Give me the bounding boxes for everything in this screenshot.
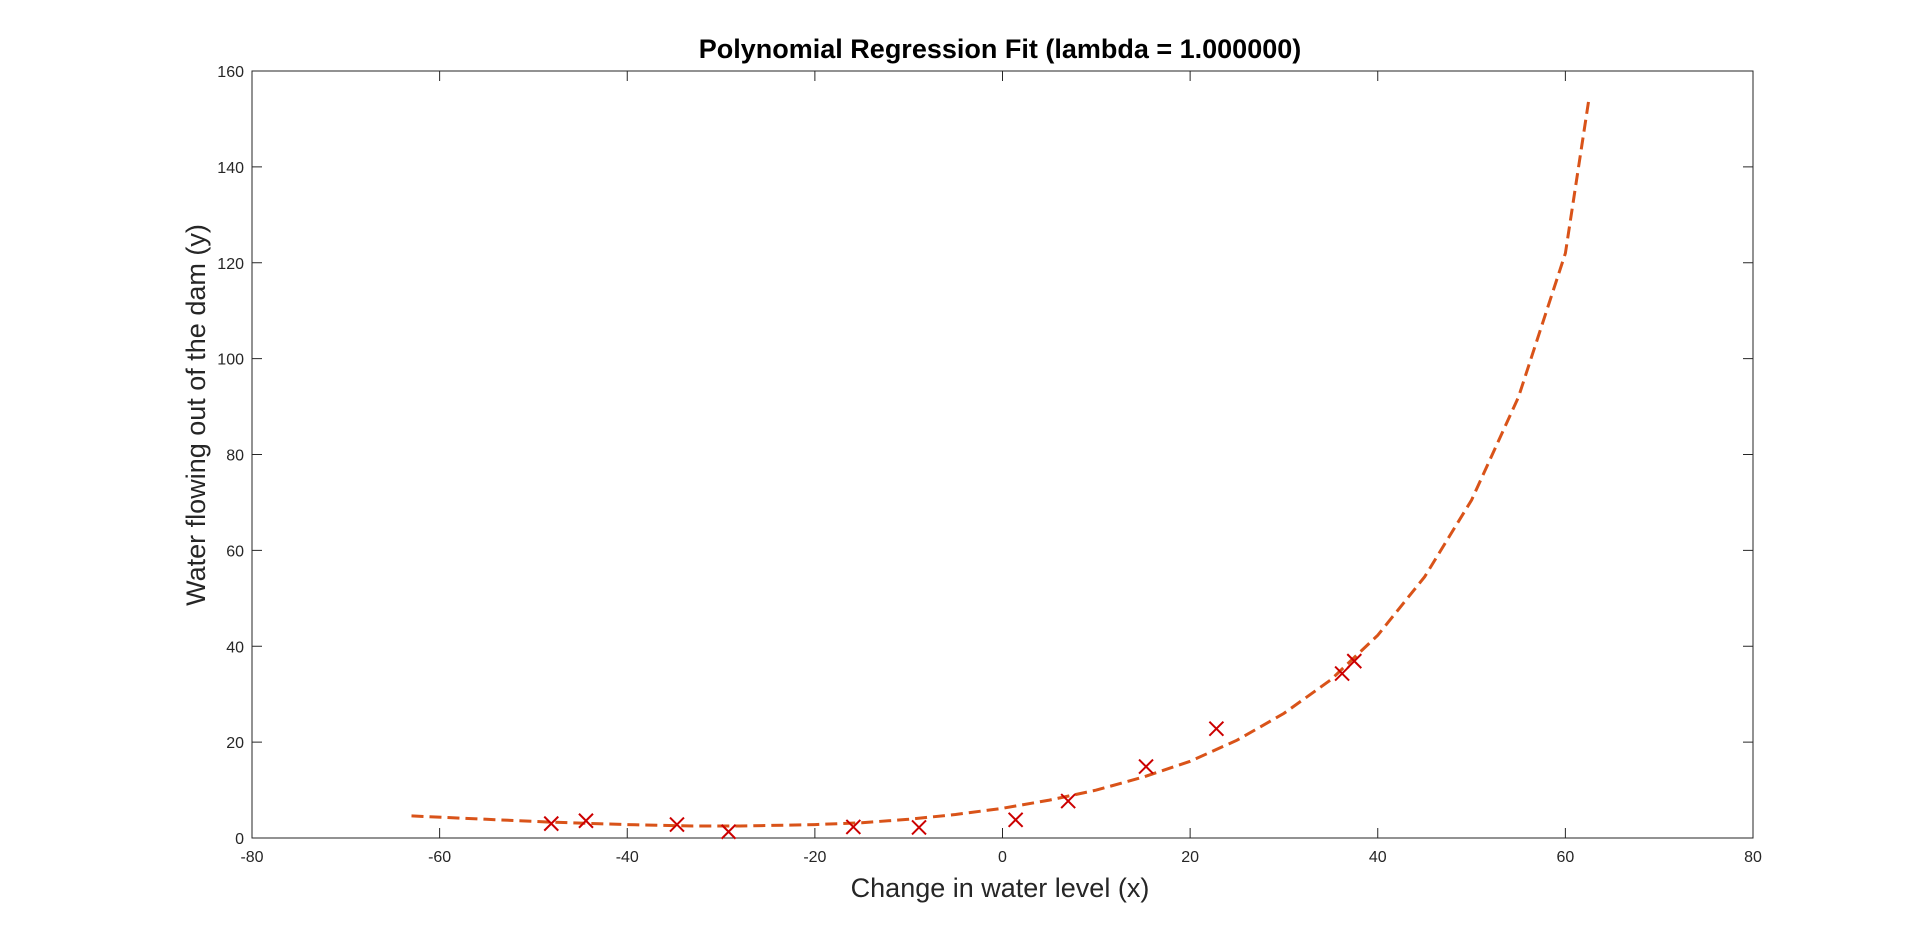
data-point-marker xyxy=(845,819,862,835)
y-tick-label: 20 xyxy=(226,735,244,752)
x-tick-label: -20 xyxy=(803,849,826,866)
y-tick-label: 40 xyxy=(226,639,244,656)
data-point-marker xyxy=(720,824,737,840)
data-point-marker xyxy=(1208,720,1225,737)
x-tick-label: -40 xyxy=(616,849,639,866)
chart-title: Polynomial Regression Fit (lambda = 1.00… xyxy=(699,34,1301,64)
x-axis-label: Change in water level (x) xyxy=(851,873,1150,903)
y-tick-label: 160 xyxy=(217,64,244,81)
data-point-marker xyxy=(1346,653,1363,669)
x-tick-label: 60 xyxy=(1556,849,1574,866)
data-point-marker xyxy=(578,813,594,829)
x-tick-label: 0 xyxy=(998,849,1007,866)
y-tick-label: 80 xyxy=(226,448,244,465)
data-point-marker xyxy=(1334,665,1350,682)
y-axis-label: Water flowing out of the dam (y) xyxy=(181,224,211,606)
x-tick-label: 80 xyxy=(1744,849,1762,866)
y-tick-label: 60 xyxy=(226,543,244,560)
data-point-marker xyxy=(543,815,559,832)
data-point-marker xyxy=(1060,793,1076,809)
fit-curve-line xyxy=(411,99,1591,828)
x-tick-label: -60 xyxy=(428,849,451,866)
data-point-marker xyxy=(911,819,927,836)
y-tick-label: 120 xyxy=(217,256,244,273)
axes-box xyxy=(251,70,1754,839)
y-tick-label: 140 xyxy=(217,160,244,177)
y-tick-label: 0 xyxy=(235,831,244,848)
data-point-marker xyxy=(1007,812,1024,828)
x-tick-label: -80 xyxy=(240,849,263,866)
x-tick-label: 40 xyxy=(1369,849,1387,866)
x-tick-label: 20 xyxy=(1181,849,1199,866)
data-point-marker xyxy=(1138,758,1154,775)
y-tick-label: 100 xyxy=(217,352,244,369)
data-point-marker xyxy=(669,816,685,833)
plot-area: -80 -60 -40 -20 0 20 40 60 80 0 20 40 60 80 100 120 140 1… xyxy=(217,64,1762,866)
